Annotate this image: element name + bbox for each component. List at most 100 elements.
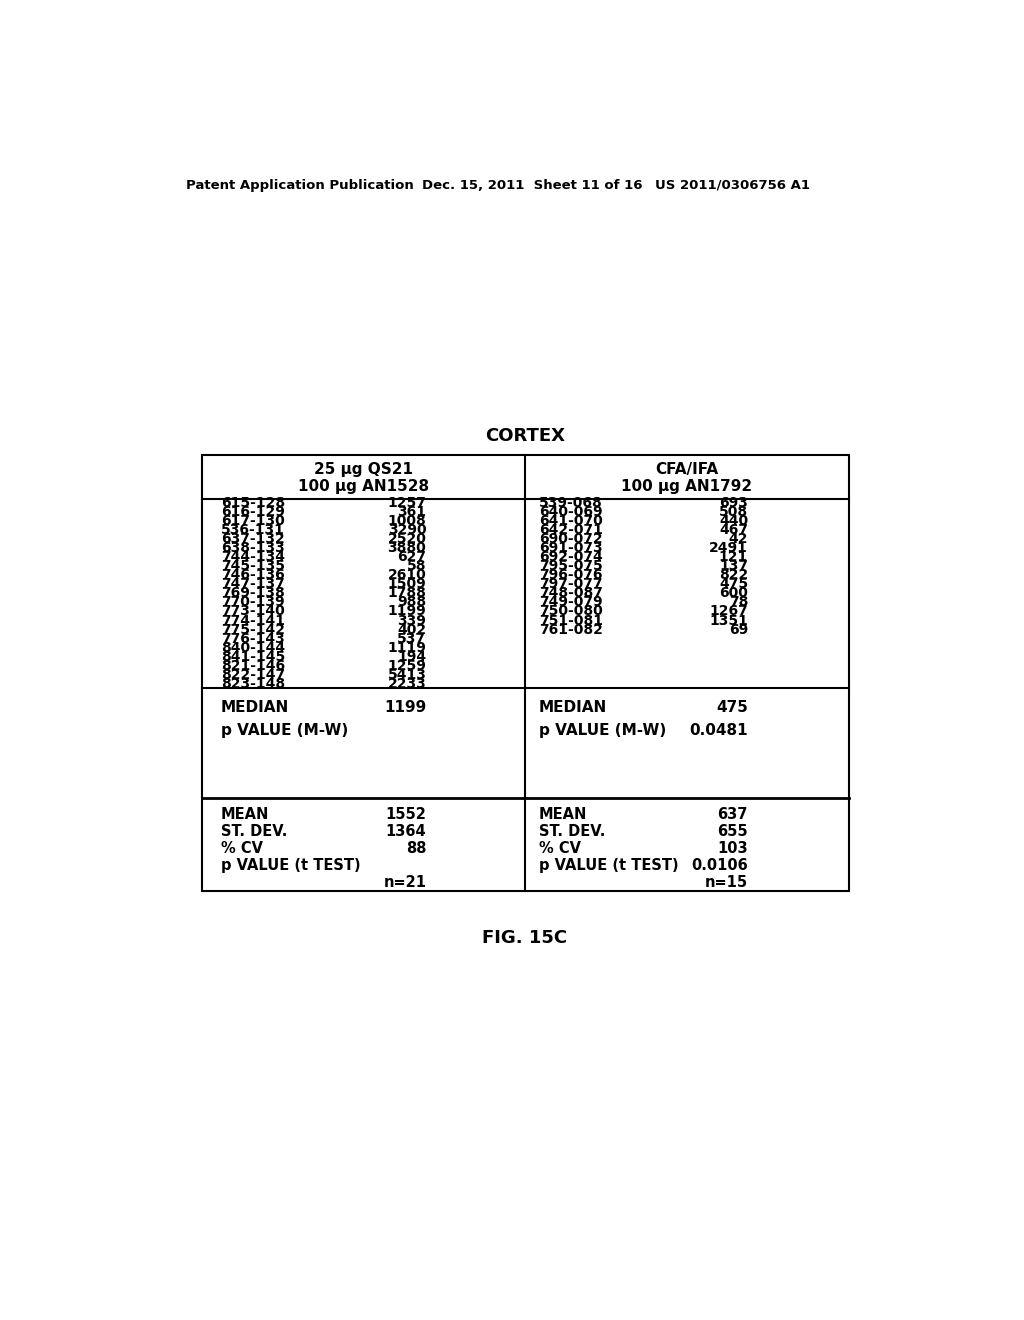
Text: 508: 508 — [719, 506, 748, 519]
Text: 1509: 1509 — [388, 577, 426, 591]
Text: 100 μg AN1792: 100 μg AN1792 — [622, 479, 753, 494]
Text: 42: 42 — [728, 532, 748, 546]
Text: 2610: 2610 — [388, 569, 426, 582]
Text: MEDIAN: MEDIAN — [221, 700, 289, 715]
Text: 745-135: 745-135 — [221, 560, 285, 573]
Text: 536-131: 536-131 — [221, 523, 285, 537]
Text: 58: 58 — [407, 560, 426, 573]
Text: 776-143: 776-143 — [221, 631, 285, 645]
Text: 641-070: 641-070 — [539, 515, 602, 528]
Text: 770-139: 770-139 — [221, 595, 285, 610]
Text: 88: 88 — [406, 841, 426, 855]
Text: 642-071: 642-071 — [539, 523, 603, 537]
Text: 1119: 1119 — [387, 640, 426, 655]
Text: 749-079: 749-079 — [539, 595, 602, 610]
Text: 655: 655 — [718, 824, 748, 840]
Text: 617-130: 617-130 — [221, 515, 285, 528]
Text: 747-137: 747-137 — [221, 577, 285, 591]
Text: 2491: 2491 — [710, 541, 748, 556]
Text: 615-128: 615-128 — [221, 496, 285, 511]
Text: p VALUE (t TEST): p VALUE (t TEST) — [539, 858, 678, 873]
Text: 361: 361 — [397, 506, 426, 519]
Text: 775-142: 775-142 — [221, 623, 285, 636]
Text: % CV: % CV — [221, 841, 263, 855]
Text: 840-144: 840-144 — [221, 640, 285, 655]
Text: 795-075: 795-075 — [539, 560, 602, 573]
Text: 600: 600 — [719, 586, 748, 601]
Text: 761-082: 761-082 — [539, 623, 603, 636]
Text: 1199: 1199 — [384, 700, 426, 715]
Text: MEAN: MEAN — [221, 807, 269, 822]
Text: 0.0481: 0.0481 — [689, 723, 748, 738]
Text: 822-147: 822-147 — [221, 668, 285, 681]
Text: US 2011/0306756 A1: US 2011/0306756 A1 — [655, 178, 810, 191]
Text: ST. DEV.: ST. DEV. — [221, 824, 288, 840]
Text: 537: 537 — [397, 631, 426, 645]
Text: 640-069: 640-069 — [539, 506, 602, 519]
Text: 691-073: 691-073 — [539, 541, 602, 556]
Bar — [202, 455, 849, 891]
Text: FIG. 15C: FIG. 15C — [482, 929, 567, 946]
Text: 3880: 3880 — [388, 541, 426, 556]
Text: Patent Application Publication: Patent Application Publication — [186, 178, 414, 191]
Text: 1259: 1259 — [387, 659, 426, 673]
Text: 637-132: 637-132 — [221, 532, 285, 546]
Text: MEAN: MEAN — [539, 807, 587, 822]
Text: 2520: 2520 — [387, 532, 426, 546]
Text: 475: 475 — [716, 700, 748, 715]
Text: 1199: 1199 — [388, 605, 426, 619]
Text: 1008: 1008 — [388, 515, 426, 528]
Text: 750-080: 750-080 — [539, 605, 602, 619]
Text: ST. DEV.: ST. DEV. — [539, 824, 605, 840]
Text: 690-072: 690-072 — [539, 532, 602, 546]
Text: p VALUE (t TEST): p VALUE (t TEST) — [221, 858, 360, 873]
Text: 1552: 1552 — [385, 807, 426, 822]
Text: CFA/IFA: CFA/IFA — [655, 462, 719, 477]
Text: CORTEX: CORTEX — [484, 426, 565, 445]
Text: % CV: % CV — [539, 841, 581, 855]
Text: 988: 988 — [397, 595, 426, 610]
Text: 339: 339 — [397, 614, 426, 627]
Text: 1788: 1788 — [387, 586, 426, 601]
Text: 821-146: 821-146 — [221, 659, 285, 673]
Text: 693: 693 — [719, 496, 748, 511]
Text: 3290: 3290 — [388, 523, 426, 537]
Text: 1351: 1351 — [710, 614, 748, 627]
Text: 440: 440 — [719, 515, 748, 528]
Text: 121: 121 — [719, 550, 748, 565]
Text: 769-138: 769-138 — [221, 586, 285, 601]
Text: 616-129: 616-129 — [221, 506, 285, 519]
Text: 467: 467 — [719, 523, 748, 537]
Text: 194: 194 — [397, 649, 426, 664]
Text: 627: 627 — [397, 550, 426, 565]
Text: 5413: 5413 — [387, 668, 426, 681]
Text: p VALUE (M-W): p VALUE (M-W) — [539, 723, 666, 738]
Text: 1364: 1364 — [386, 824, 426, 840]
Text: 137: 137 — [719, 560, 748, 573]
Text: 796-076: 796-076 — [539, 569, 602, 582]
Text: 78: 78 — [729, 595, 748, 610]
Text: Dec. 15, 2011  Sheet 11 of 16: Dec. 15, 2011 Sheet 11 of 16 — [423, 178, 643, 191]
Text: 823-148: 823-148 — [221, 677, 285, 690]
Text: 841-145: 841-145 — [221, 649, 286, 664]
Text: 748-087: 748-087 — [539, 586, 603, 601]
Text: MEDIAN: MEDIAN — [539, 700, 607, 715]
Text: 100 μg AN1528: 100 μg AN1528 — [298, 479, 429, 494]
Text: 103: 103 — [718, 841, 748, 855]
Text: 797-077: 797-077 — [539, 577, 602, 591]
Text: 0.0106: 0.0106 — [691, 858, 748, 873]
Text: n=15: n=15 — [705, 875, 748, 890]
Text: 25 μg QS21: 25 μg QS21 — [313, 462, 413, 477]
Text: 475: 475 — [719, 577, 748, 591]
Text: 69: 69 — [729, 623, 748, 636]
Text: 637: 637 — [718, 807, 748, 822]
Text: 692-074: 692-074 — [539, 550, 602, 565]
Text: 746-136: 746-136 — [221, 569, 285, 582]
Text: 539-068: 539-068 — [539, 496, 602, 511]
Text: 1257: 1257 — [387, 496, 426, 511]
Text: p VALUE (M-W): p VALUE (M-W) — [221, 723, 348, 738]
Text: 822: 822 — [719, 569, 748, 582]
Text: 773-140: 773-140 — [221, 605, 285, 619]
Text: 744-134: 744-134 — [221, 550, 285, 565]
Text: 2233: 2233 — [388, 677, 426, 690]
